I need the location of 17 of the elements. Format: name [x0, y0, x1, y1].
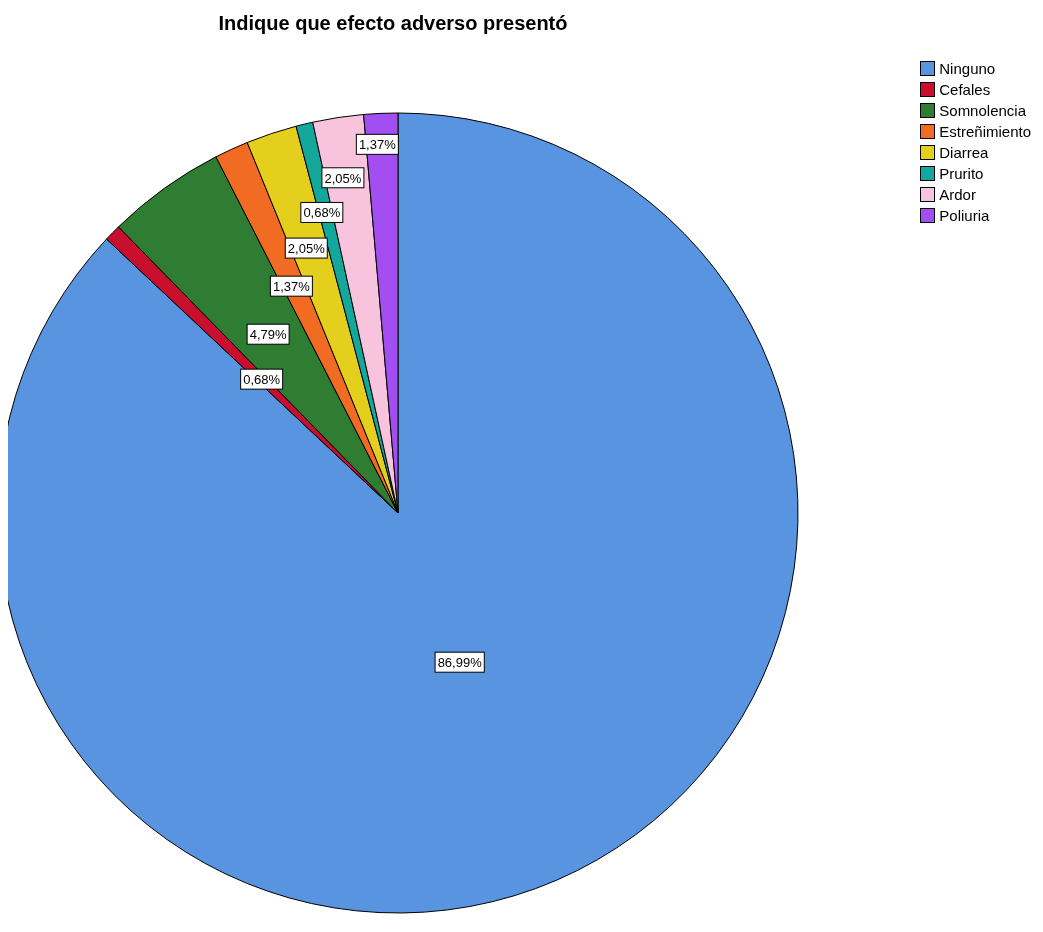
data-label: 1,37% — [358, 137, 397, 153]
data-label: 2,05% — [324, 170, 362, 186]
legend-label: Prurito — [939, 163, 984, 184]
data-label: 0,68% — [243, 372, 281, 388]
data-label: 4,79% — [249, 327, 287, 343]
data-label: 2,05% — [287, 241, 326, 257]
data-label: 86,99% — [437, 655, 483, 671]
legend-label: Somnolencia — [939, 100, 1026, 121]
legend-label: Ninguno — [939, 58, 996, 79]
chart-title: Indique que efecto adverso presentó — [217, 12, 569, 35]
legend-label: Cefales — [939, 79, 991, 100]
data-label: 1,37% — [272, 279, 311, 295]
legend-label: Ardor — [939, 184, 976, 205]
legend-label: Poliuria — [939, 205, 990, 226]
legend-label: Diarrea — [939, 142, 989, 163]
data-label: 0,68% — [303, 205, 341, 221]
legend-label: Estreñimiento — [939, 121, 1031, 142]
